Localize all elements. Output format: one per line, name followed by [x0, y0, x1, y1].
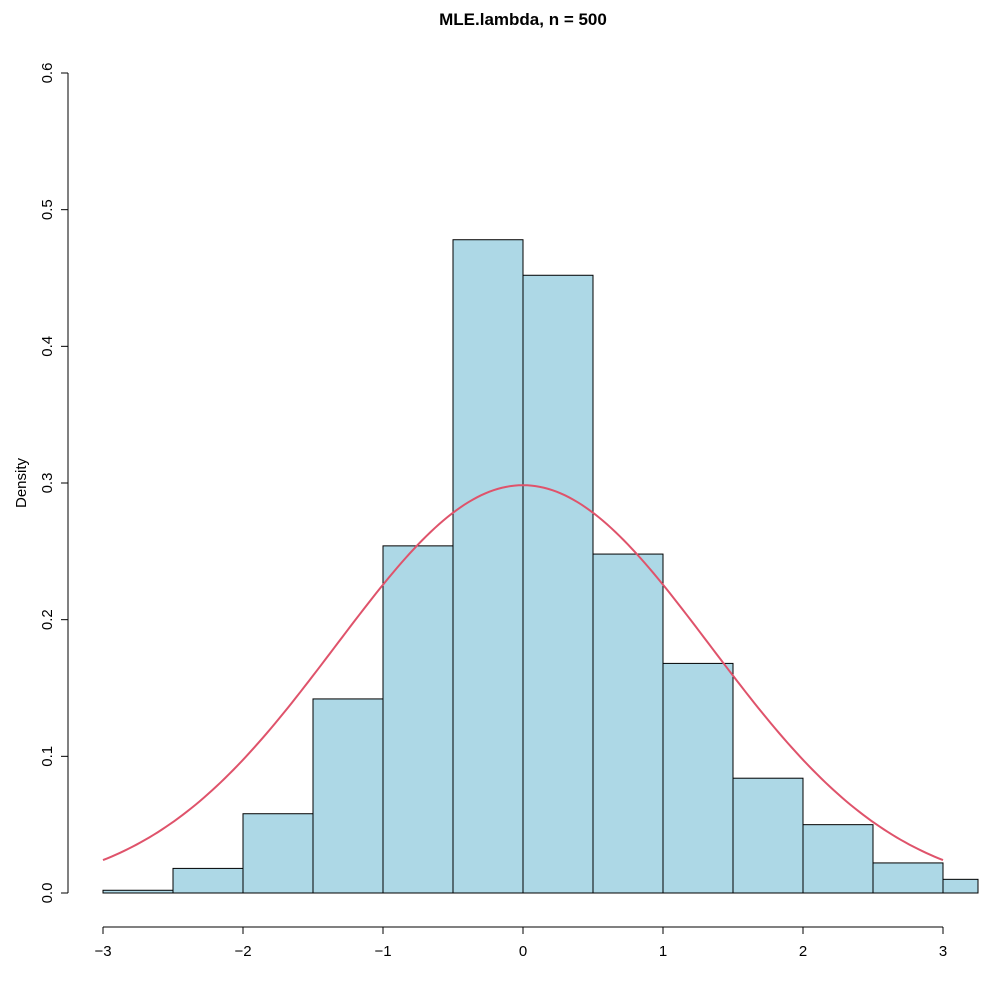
x-tick-label: 2	[799, 943, 807, 960]
histogram-bar	[102, 889, 174, 894]
histogram-bar	[802, 824, 874, 894]
x-tick-label: 1	[659, 943, 667, 960]
x-tick-label: 0	[519, 943, 527, 960]
y-tick-label: 0.3	[39, 473, 56, 494]
histogram-bar	[382, 545, 454, 894]
histogram-bar	[522, 274, 594, 894]
histogram-bar	[872, 862, 944, 894]
y-axis: 0.0 0.1 0.2 0.3 0.4 0.5 0.6	[39, 63, 69, 904]
histogram-bar	[942, 878, 979, 894]
x-tick-label: −2	[234, 943, 251, 960]
y-tick-label: 0.1	[39, 746, 56, 767]
x-axis: −3 −2 −1 0 1 2 3	[94, 926, 947, 960]
y-tick-label: 0.0	[39, 883, 56, 904]
histogram-bars	[102, 239, 979, 894]
y-tick-label: 0.4	[39, 336, 56, 357]
x-tick-label: 3	[939, 943, 947, 960]
histogram-bar	[242, 813, 314, 894]
histogram-bar	[592, 553, 664, 894]
y-tick-label: 0.2	[39, 609, 56, 630]
chart-title: MLE.lambda, n = 500	[439, 10, 607, 29]
x-tick-label: −3	[94, 943, 111, 960]
y-tick-label: 0.6	[39, 63, 56, 84]
y-axis-label: Density	[13, 457, 30, 508]
normal-density-curve	[102, 484, 944, 862]
y-tick-label: 0.5	[39, 199, 56, 220]
histogram-bar	[662, 662, 734, 894]
histogram-bar	[172, 867, 244, 894]
histogram-bar	[312, 698, 384, 894]
histogram-bar	[452, 239, 524, 894]
histogram-bar	[732, 777, 804, 894]
x-tick-label: −1	[374, 943, 391, 960]
